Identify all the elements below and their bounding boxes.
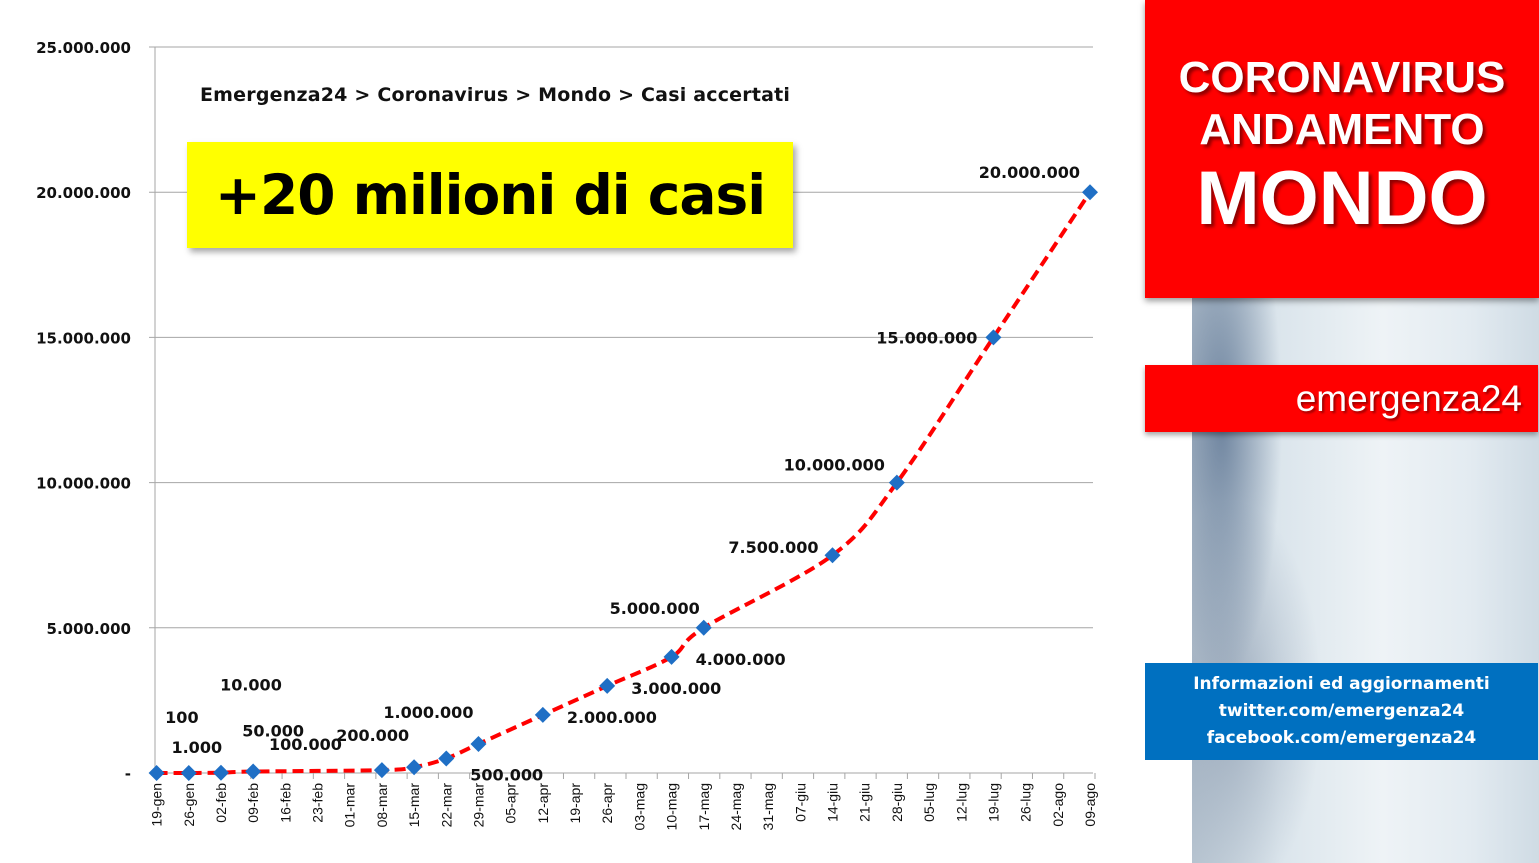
y-tick-label: 10.000.000: [36, 475, 131, 493]
brand-name: emergenza24: [1295, 378, 1522, 419]
data-label: 50.000: [242, 722, 304, 741]
data-label: 200.000: [336, 726, 409, 745]
x-tick-label: 15-mar: [406, 783, 422, 828]
x-tick-label: 17-mag: [696, 783, 712, 830]
data-label: 10.000: [220, 676, 282, 695]
headline-text: +20 milioni di casi: [214, 163, 766, 227]
data-label: 2.000.000: [567, 708, 657, 727]
data-point: [470, 735, 487, 752]
x-tick-label: 19-lug: [985, 783, 1001, 822]
x-tick-label: 07-giu: [792, 783, 808, 822]
x-tick-label: 19-apr: [567, 783, 583, 824]
x-tick-label: 09-feb: [245, 783, 261, 823]
y-tick-label: 5.000.000: [47, 620, 131, 638]
x-tick-label: 26-gen: [181, 783, 197, 827]
data-label: 15.000.000: [876, 328, 977, 347]
x-tick-label: 23-feb: [310, 783, 326, 823]
x-tick-label: 16-feb: [277, 783, 293, 823]
data-point: [406, 759, 423, 776]
x-tick-label: 21-giu: [857, 783, 873, 822]
data-label: 1.000: [171, 738, 222, 757]
x-tick-label: 14-giu: [825, 783, 841, 822]
x-tick-label: 05-apr: [503, 783, 519, 824]
x-tick-label: 08-mar: [374, 783, 390, 828]
y-tick-label: 25.000.000: [36, 39, 131, 57]
x-tick-label: 02-feb: [213, 783, 229, 823]
data-label: 20.000.000: [979, 163, 1080, 182]
chart-area: - 5.000.000 10.000.000 15.000.000 20.000.000…: [36, 39, 1098, 831]
data-label: 3.000.000: [631, 679, 721, 698]
x-tick-label: 24-mag: [728, 783, 744, 830]
x-tick-label: 12-lug: [953, 783, 969, 822]
headline-banner: +20 milioni di casi: [187, 142, 793, 248]
data-label: 1.000.000: [383, 703, 473, 722]
data-label: 100.000: [269, 735, 342, 754]
info-box: Informazioni ed aggiornamenti twitter.co…: [1145, 663, 1538, 760]
data-label: 100: [165, 708, 198, 727]
data-point: [245, 763, 262, 780]
x-tick-label: 29-mar: [470, 783, 486, 828]
series-line: [156, 191, 1092, 776]
y-tick-label: 15.000.000: [36, 329, 131, 347]
data-point: [824, 547, 841, 564]
data-point: [212, 764, 229, 781]
data-label: 7.500.000: [728, 538, 818, 557]
brand-banner: emergenza24: [1145, 365, 1538, 432]
data-point: [438, 750, 455, 767]
data-label: 5.000.000: [610, 599, 700, 618]
x-tick-label: 03-mag: [631, 783, 647, 830]
data-label: 10.000.000: [784, 456, 885, 475]
data-point: [663, 648, 680, 665]
x-tick-label: 26-apr: [599, 783, 615, 824]
breadcrumb: Emergenza24 > Coronavirus > Mondo > Casi…: [200, 84, 791, 106]
x-tick-label: 31-mag: [760, 783, 776, 830]
x-tick-label: 19-gen: [149, 783, 165, 827]
title-line-andamento: ANDAMENTO: [1199, 105, 1485, 154]
title-line-mondo: MONDO: [1196, 156, 1488, 241]
data-label: 500.000: [470, 765, 543, 784]
data-point: [1082, 184, 1098, 201]
x-tick-label: 02-ago: [1050, 783, 1066, 827]
x-tick-label: 05-lug: [921, 783, 937, 822]
title-line-coronavirus: CORONAVIRUS: [1178, 53, 1506, 102]
data-point: [373, 762, 390, 779]
x-tick-label: 28-giu: [889, 783, 905, 822]
data-point: [888, 474, 905, 491]
x-tick-label: 12-apr: [535, 783, 551, 824]
data-point: [695, 619, 712, 636]
y-tick-label: -: [125, 765, 131, 783]
x-tick-label: 01-mar: [342, 783, 358, 828]
data-point: [534, 706, 551, 723]
data-point: [148, 764, 165, 781]
y-tick-label: 20.000.000: [36, 184, 131, 202]
facebook-link[interactable]: facebook.com/emergenza24: [1206, 728, 1477, 748]
x-tick-label: 22-mar: [438, 783, 454, 828]
x-tick-label: 09-ago: [1082, 783, 1098, 827]
data-point: [599, 677, 616, 694]
x-tick-label: 26-lug: [1018, 783, 1034, 822]
data-point: [180, 764, 197, 781]
data-point: [985, 329, 1002, 346]
info-text: Informazioni ed aggiornamenti: [1193, 674, 1490, 694]
data-label: 4.000.000: [696, 650, 786, 669]
title-block: CORONAVIRUS ANDAMENTO MONDO: [1145, 0, 1539, 298]
x-tick-label: 10-mag: [664, 783, 680, 830]
twitter-link[interactable]: twitter.com/emergenza24: [1218, 701, 1465, 721]
cases-line-chart: - 5.000.000 10.000.000 15.000.000 20.000.000…: [36, 39, 1098, 830]
